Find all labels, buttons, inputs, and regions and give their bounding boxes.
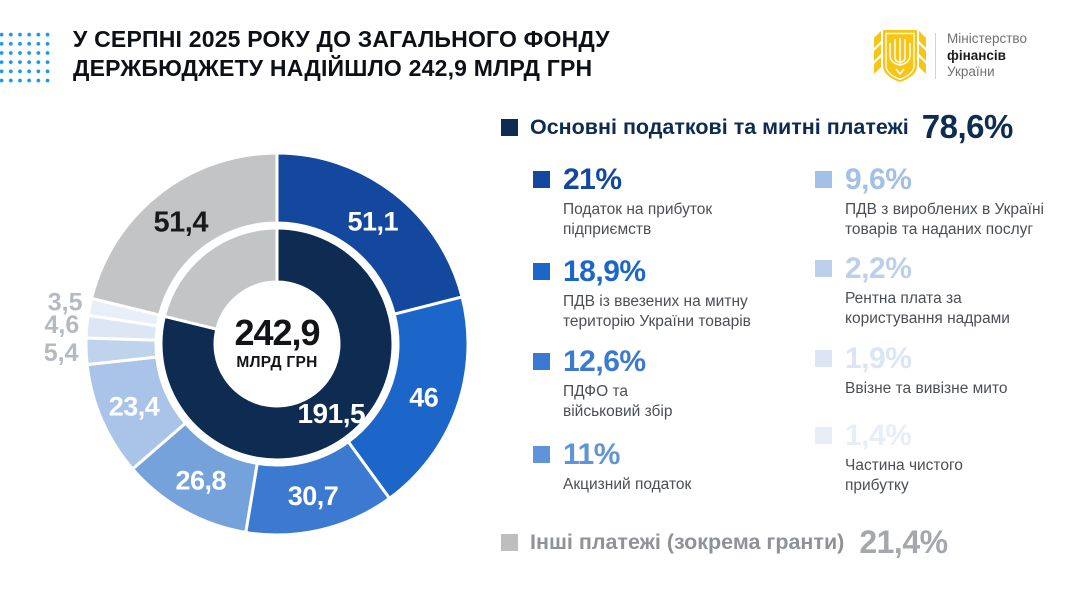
legend-item-label: ПДВ із ввезених на митну територію Украї…: [563, 293, 751, 330]
donut-segment: [159, 226, 395, 462]
legend-item-label: ПДВ з вироблених в Україні товарів та на…: [845, 201, 1044, 238]
trident-shield-icon: [874, 30, 926, 82]
donut-segment-value: 23,4: [109, 392, 160, 422]
legend-swatch: [533, 263, 550, 280]
legend-main-label: Основні податкові та митні платежі: [530, 114, 909, 139]
legend-item-label: Ввізне та вивізне мито: [845, 380, 1008, 397]
legend-item-percent: 21%: [563, 163, 622, 196]
legend-item-label: Рентна плата за користування надрами: [845, 290, 1010, 327]
donut-segment-value: 26,8: [175, 466, 226, 496]
legend-swatch: [533, 171, 550, 188]
donut-segment-value: 46: [409, 382, 439, 412]
logo-text: Міністерство фінансів України: [947, 31, 1027, 81]
donut-segment: [90, 151, 279, 317]
title-line-2: ДЕРЖБЮДЖЕТУ НАДІЙШЛО 242,9 МЛРД ГРН: [73, 55, 593, 81]
logo-divider: [935, 33, 936, 79]
logo-line-1: Міністерство: [947, 31, 1027, 47]
dots-decoration-icon: [0, 30, 51, 84]
legend-swatch: [815, 260, 832, 277]
legend-item-customs-duty: 1,9% Ввізне та вивізне мито: [815, 343, 1080, 399]
donut-segment-value: 4,6: [45, 311, 80, 339]
title-line-1: У СЕРПНІ 2025 РОКУ ДО ЗАГАЛЬНОГО ФОНДУ: [73, 26, 610, 52]
legend-swatch: [815, 171, 832, 188]
legend-main-swatch: [501, 118, 518, 136]
legend-item-profit-tax: 21% Податок на прибуток підприємств: [533, 164, 803, 239]
legend-item-personal-income-tax: 12,6% ПДФО та військовий збір: [533, 346, 803, 421]
donut-segment-value: 51,1: [347, 206, 398, 236]
logo-line-2: фінансів: [947, 47, 1006, 63]
legend-swatch: [533, 353, 550, 370]
legend-item-percent: 18,9%: [563, 255, 646, 288]
donut-segment-value: 191,5: [297, 398, 365, 429]
donut-segment: [162, 226, 279, 331]
donut-segment-value: 3,5: [48, 289, 83, 317]
donut-center-hole: [216, 283, 338, 405]
donut-chart: 51,1 46 30,7 26,8 23,4 5,44,63,5 51,4 191,5 242,…: [44, 151, 470, 537]
legend-item-net-profit-share: 1,4% Частина чистого прибутку: [815, 420, 1080, 495]
ministry-logo: Міністерство фінансів України: [874, 29, 1027, 83]
page-title: У СЕРПНІ 2025 РОКУ ДО ЗАГАЛЬНОГО ФОНДУ Д…: [73, 25, 610, 83]
legend-item-label: Акцизний податок: [563, 476, 692, 493]
legend-main-group: Основні податкові та митні платежі 78,6%: [501, 108, 1013, 146]
legend-item-percent: 12,6%: [563, 345, 646, 378]
legend-other-swatch: [501, 534, 518, 551]
legend-other-percent: 21,4%: [859, 524, 948, 560]
legend-item-percent: 9,6%: [845, 163, 912, 196]
legend-swatch: [533, 446, 550, 463]
legend-item-import-vat: 18,9% ПДВ із ввезених на митну територію…: [533, 256, 803, 331]
legend-item-label: Податок на прибуток підприємств: [563, 201, 713, 238]
legend-item-label: Частина чистого прибутку: [845, 457, 963, 494]
legend-other-label: Інші платежі (зокрема гранти): [530, 530, 845, 554]
legend-item-percent: 1,4%: [845, 419, 912, 452]
donut-segment-value: 30,7: [288, 481, 339, 511]
donut-segment-value: 51,4: [154, 206, 209, 238]
legend-main-percent: 78,6%: [921, 108, 1014, 145]
legend-item-excise-tax: 11% Акцизний податок: [533, 439, 803, 495]
donut-center-unit: МЛРД ГРН: [236, 354, 317, 371]
legend-item-rent-payments: 2,2% Рентна плата за користування надрам…: [815, 253, 1080, 328]
donut-center-total: 242,9: [234, 312, 319, 353]
legend-item-percent: 2,2%: [845, 252, 912, 285]
legend-other-group: Інші платежі (зокрема гранти) 21,4%: [501, 524, 948, 561]
legend-item-percent: 11%: [563, 438, 620, 471]
legend-swatch: [815, 350, 832, 367]
donut-segment-value: 5,4: [44, 339, 79, 367]
legend-swatch: [815, 427, 832, 444]
legend-item-label: ПДФО та військовий збір: [563, 383, 673, 420]
logo-line-3: України: [947, 64, 995, 80]
legend-item-percent: 1,9%: [845, 342, 912, 375]
legend-item-domestic-vat: 9,6% ПДВ з вироблених в Україні товарів …: [815, 164, 1080, 239]
